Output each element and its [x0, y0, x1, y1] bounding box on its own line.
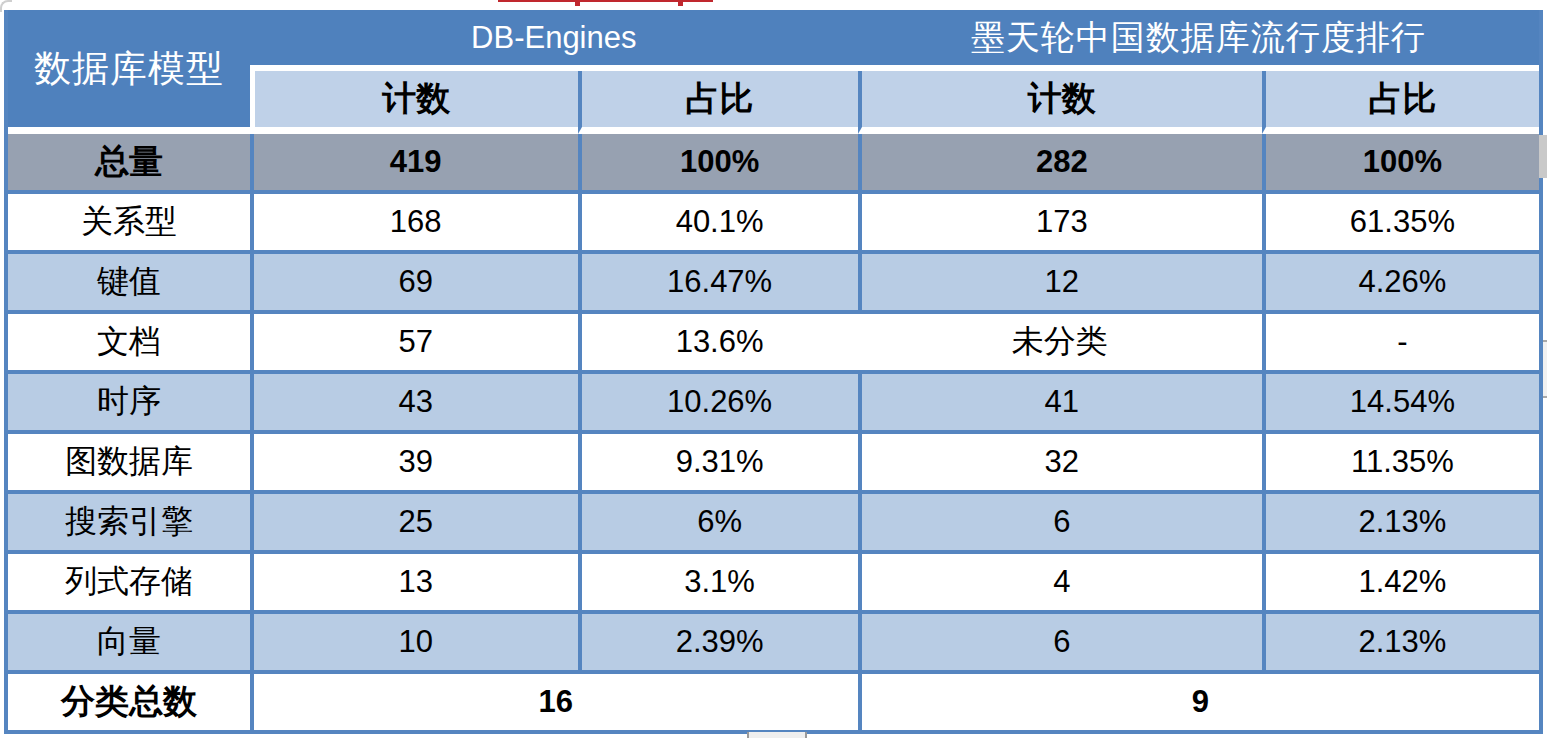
cell-value: 39: [250, 430, 578, 490]
subheader-count-db: 计数: [250, 71, 578, 134]
subheader-share-modb: 占比: [1262, 71, 1539, 134]
cell-value: -: [1262, 310, 1539, 370]
row-label: 搜索引擎: [8, 490, 250, 550]
cell-value: 9.31%: [578, 430, 858, 490]
cell-value: 25: [250, 490, 578, 550]
subheader-count-modb: 计数: [858, 71, 1262, 134]
cell-value: 173: [858, 190, 1262, 250]
cell-value: 16.47%: [578, 250, 858, 310]
cell-value: 9: [858, 670, 1539, 730]
row-label: 关系型: [8, 190, 250, 250]
row-label: 总量: [8, 134, 250, 190]
cell-value: 61.35%: [1262, 190, 1539, 250]
cell-value: 未分类: [858, 310, 1262, 370]
document-page: 数据库模型 DB-Engines 墨天轮中国数据库流行度排行 计数 占比 计数 …: [0, 0, 1547, 738]
table-row-time-series: 时序 43 10.26% 41 14.54%: [8, 370, 1539, 430]
cell-value: 14.54%: [1262, 370, 1539, 430]
cell-value: 6: [858, 610, 1262, 670]
group-header-modb-ranking: 墨天轮中国数据库流行度排行: [858, 10, 1539, 71]
cell-value: 3.1%: [578, 550, 858, 610]
cell-value: 2.39%: [578, 610, 858, 670]
cell-value: 100%: [1262, 134, 1539, 190]
cell-value: 2.13%: [1262, 610, 1539, 670]
row-label: 分类总数: [8, 670, 250, 730]
table-row-total: 总量 419 100% 282 100%: [8, 134, 1539, 190]
cropped-red-annotation-artifact: [575, 0, 580, 6]
cell-value: 13.6%: [578, 310, 858, 370]
cell-value: 168: [250, 190, 578, 250]
row-label: 向量: [8, 610, 250, 670]
cell-value: 13: [250, 550, 578, 610]
cell-value: 57: [250, 310, 578, 370]
cell-value: 282: [858, 134, 1262, 190]
cell-value: 100%: [578, 134, 858, 190]
table-row-category-total: 分类总数 16 9: [8, 670, 1539, 730]
row-label: 时序: [8, 370, 250, 430]
table-row-document: 文档 57 13.6% 未分类 -: [8, 310, 1539, 370]
cell-value: 11.35%: [1262, 430, 1539, 490]
row-label: 列式存储: [8, 550, 250, 610]
cell-value: 10: [250, 610, 578, 670]
row-label: 图数据库: [8, 430, 250, 490]
cell-value: 4: [858, 550, 1262, 610]
cell-value: 419: [250, 134, 578, 190]
scrollbar-fragment[interactable]: [1539, 135, 1547, 178]
cell-value: 1.42%: [1262, 550, 1539, 610]
cell-value: 43: [250, 370, 578, 430]
subheader-share-db: 占比: [578, 71, 858, 134]
cropped-red-annotation-artifact: [678, 0, 683, 6]
cell-value: 6%: [578, 490, 858, 550]
cell-value: 41: [858, 370, 1262, 430]
cell-value: 6: [858, 490, 1262, 550]
cell-value: 16: [250, 670, 858, 730]
cell-value: 2.13%: [1262, 490, 1539, 550]
table-row-key-value: 键值 69 16.47% 12 4.26%: [8, 250, 1539, 310]
cell-value: 69: [250, 250, 578, 310]
cell-value: 32: [858, 430, 1262, 490]
corner-header-database-model: 数据库模型: [8, 10, 250, 134]
database-model-comparison-table: 数据库模型 DB-Engines 墨天轮中国数据库流行度排行 计数 占比 计数 …: [4, 10, 1543, 734]
table-row-vector: 向量 10 2.39% 6 2.13%: [8, 610, 1539, 670]
table-row-graph: 图数据库 39 9.31% 32 11.35%: [8, 430, 1539, 490]
table-row-columnar: 列式存储 13 3.1% 4 1.42%: [8, 550, 1539, 610]
scrollbar-fragment[interactable]: [1543, 340, 1547, 398]
header-group-row: 数据库模型 DB-Engines 墨天轮中国数据库流行度排行: [8, 10, 1539, 71]
cell-value: 12: [858, 250, 1262, 310]
row-label: 文档: [8, 310, 250, 370]
row-label: 键值: [8, 250, 250, 310]
table-row-search-engine: 搜索引擎 25 6% 6 2.13%: [8, 490, 1539, 550]
cell-value: 4.26%: [1262, 250, 1539, 310]
cell-value: 10.26%: [578, 370, 858, 430]
cell-value: 40.1%: [578, 190, 858, 250]
group-header-db-engines: DB-Engines: [250, 10, 858, 71]
table-row-relational: 关系型 168 40.1% 173 61.35%: [8, 190, 1539, 250]
scrollbar-fragment[interactable]: [747, 732, 807, 738]
